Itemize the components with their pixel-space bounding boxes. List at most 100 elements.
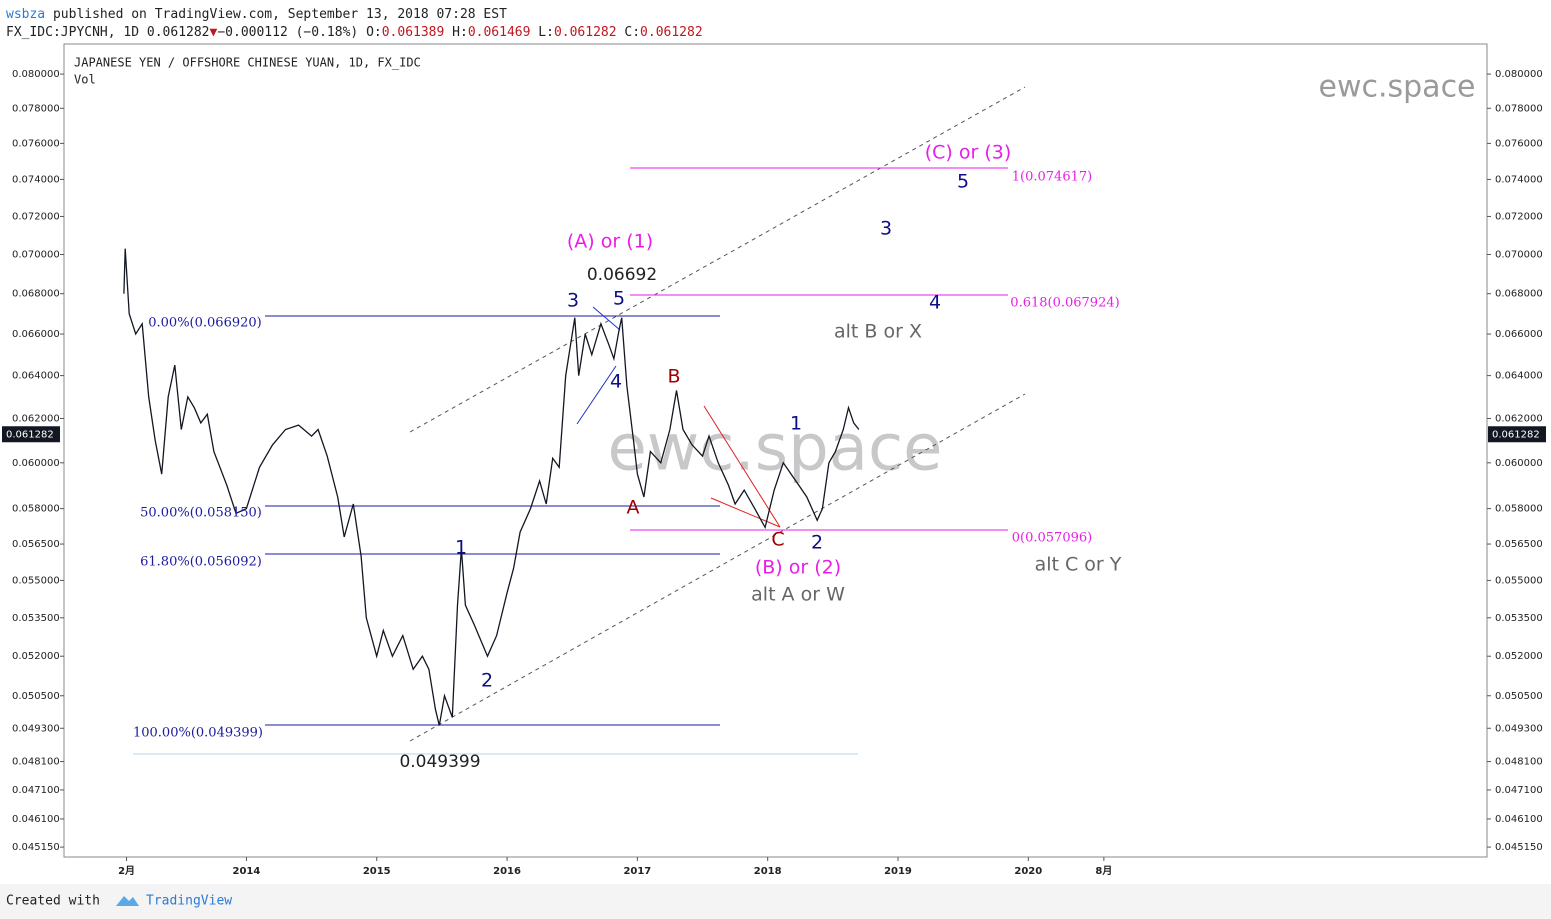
fib-label: 100.00%(0.049399) xyxy=(133,726,263,741)
wave-label: 3 xyxy=(880,218,892,240)
last-price-right: 0.061282 xyxy=(1488,426,1546,443)
x-tick-label: 2014 xyxy=(233,866,261,877)
y-tick-label: 0.050500 xyxy=(1495,691,1543,702)
ext-label: 0(0.057096) xyxy=(1012,531,1092,546)
wave-label: 2 xyxy=(811,532,823,554)
symbol: FX_IDC:JPYCNH, 1D xyxy=(6,25,139,40)
quote-line: FX_IDC:JPYCNH, 1D 0.061282▼−0.000112 (−0… xyxy=(6,25,703,40)
y-tick-label: 0.072000 xyxy=(1495,211,1543,222)
publisher: wsbza xyxy=(6,7,45,22)
price-box-label: 0.061282 xyxy=(1492,429,1540,440)
high: 0.061469 xyxy=(468,25,531,40)
y-tick-label: 0.068000 xyxy=(12,289,60,300)
price-label: 0.06692 xyxy=(587,265,657,285)
last-price-left: 0.061282 xyxy=(2,426,60,443)
o-label: O: xyxy=(366,25,382,40)
y-tick-label: 0.070000 xyxy=(1495,250,1543,261)
open: 0.061389 xyxy=(382,25,445,40)
y-tick-label: 0.058000 xyxy=(12,504,60,515)
y-tick-label: 0.060000 xyxy=(12,458,60,469)
y-tick-label: 0.048100 xyxy=(12,757,60,768)
plot-frame xyxy=(63,43,1488,858)
y-tick-label: 0.076000 xyxy=(1495,138,1543,149)
y-tick-label: 0.076000 xyxy=(12,138,60,149)
x-tick-label: 8月 xyxy=(1095,865,1112,877)
fib-label: 61.80%(0.056092) xyxy=(140,555,262,570)
y-tick-label: 0.064000 xyxy=(1495,371,1543,382)
watermark: ewc.space xyxy=(1318,70,1475,105)
wave-label: (C) or (3) xyxy=(925,142,1012,164)
wave-label: (B) or (2) xyxy=(755,557,841,579)
watermark: ewc.space xyxy=(608,412,943,486)
fib-label: 50.00%(0.058150) xyxy=(140,506,262,521)
logo xyxy=(116,896,139,906)
y-tick-label: 0.056500 xyxy=(1495,539,1543,550)
low: 0.061282 xyxy=(554,25,617,40)
published: published on TradingView.com, September … xyxy=(53,7,507,22)
wave-label: 4 xyxy=(929,292,941,314)
y-tick-label: 0.055000 xyxy=(12,575,60,586)
wedge-line xyxy=(703,405,781,528)
channel-upper xyxy=(409,86,1026,433)
wave-label: A xyxy=(627,497,640,519)
y-tick-label: 0.048100 xyxy=(1495,757,1543,768)
wave-label: 5 xyxy=(613,288,625,310)
wave-label: C xyxy=(771,529,784,551)
y-tick-label: 0.053500 xyxy=(1495,613,1543,624)
last: 0.061282 xyxy=(147,25,210,40)
y-tick-label: 0.053500 xyxy=(12,613,60,624)
y-tick-label: 0.060000 xyxy=(1495,458,1543,469)
y-tick-label: 0.074000 xyxy=(1495,174,1543,185)
footer-bar xyxy=(0,884,1551,919)
channel-lower xyxy=(409,393,1026,742)
y-tick-label: 0.064000 xyxy=(12,371,60,382)
footer-text: Created with xyxy=(6,894,100,909)
wave-label: 1 xyxy=(455,537,467,559)
wave-label: 4 xyxy=(610,371,622,393)
y-tick-label: 0.050500 xyxy=(12,691,60,702)
y-tick-label: 0.062000 xyxy=(12,414,60,425)
plot: 0.080000 0.080000 0.078000 0.078000 0.076000… xyxy=(2,69,1546,877)
wedge-line xyxy=(576,365,617,425)
price-label: 0.049399 xyxy=(399,752,480,772)
x-tick-label: 2015 xyxy=(363,866,391,877)
wave-label: alt A or W xyxy=(751,584,845,606)
y-tick-label: 0.052000 xyxy=(1495,651,1543,662)
price-line xyxy=(123,248,860,726)
y-tick-label: 0.066000 xyxy=(1495,329,1543,340)
y-tick-label: 0.049300 xyxy=(12,723,60,734)
y-tick-label: 0.070000 xyxy=(12,250,60,261)
y-tick-label: 0.074000 xyxy=(12,174,60,185)
wave-label: 2 xyxy=(481,670,493,692)
wave-label: 1 xyxy=(790,413,802,435)
fib-label: 0.00%(0.066920) xyxy=(148,316,261,331)
wave-label: alt C or Y xyxy=(1035,554,1122,576)
y-tick-label: 0.047100 xyxy=(12,785,60,796)
header-line: wsbza published on TradingView.com, Sept… xyxy=(6,7,507,22)
c-label: C: xyxy=(624,25,640,40)
close: 0.061282 xyxy=(640,25,703,40)
y-tick-label: 0.045150 xyxy=(12,842,60,853)
x-tick-label: 2016 xyxy=(493,866,521,877)
drawings xyxy=(133,86,1026,755)
y-tick-label: 0.062000 xyxy=(1495,414,1543,425)
arrow: ▼ xyxy=(210,25,218,40)
h-label: H: xyxy=(452,25,468,40)
y-tick-label: 0.049300 xyxy=(1495,723,1543,734)
y-tick-label: 0.078000 xyxy=(12,103,60,114)
y-tick-label: 0.047100 xyxy=(1495,785,1543,796)
y-tick-label: 0.056500 xyxy=(12,539,60,550)
y-tick-label: 0.046100 xyxy=(12,814,60,825)
wave-label: (A) or (1) xyxy=(567,231,653,253)
y-tick-label: 0.066000 xyxy=(12,329,60,340)
y-tick-label: 0.080000 xyxy=(1495,69,1543,80)
wave-label: 5 xyxy=(957,171,969,193)
y-tick-label: 0.045150 xyxy=(1495,842,1543,853)
y-tick-label: 0.046100 xyxy=(1495,814,1543,825)
ext-label: 1(0.074617) xyxy=(1012,170,1092,185)
change: −0.000112 (−0.18%) xyxy=(217,25,358,40)
footer-link[interactable]: TradingView xyxy=(146,894,232,909)
y-tick-label: 0.058000 xyxy=(1495,504,1543,515)
